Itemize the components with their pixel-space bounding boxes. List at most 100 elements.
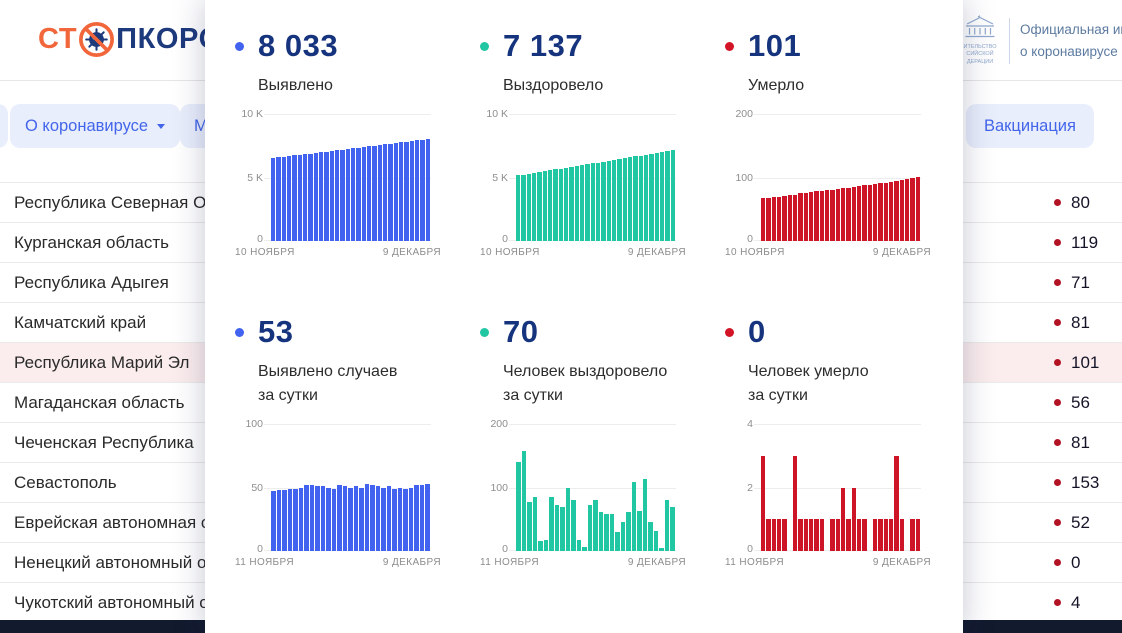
chart-bar[interactable] — [761, 198, 766, 241]
chart-bar[interactable] — [792, 194, 798, 241]
chart-bar[interactable] — [631, 482, 637, 551]
chart-bar[interactable] — [516, 462, 521, 551]
chart-bar[interactable] — [627, 157, 633, 241]
chart-bar[interactable] — [776, 519, 782, 551]
chart-bar[interactable] — [883, 519, 888, 551]
chart-bar[interactable] — [576, 540, 582, 551]
chart-bar[interactable] — [878, 519, 883, 551]
chart-bar[interactable] — [643, 154, 649, 241]
chart-bar[interactable] — [308, 153, 313, 241]
chart-bar[interactable] — [419, 484, 425, 551]
chart-bar[interactable] — [835, 519, 840, 551]
chart-bar[interactable] — [587, 504, 593, 551]
chart-bar[interactable] — [414, 140, 420, 241]
chart-bar[interactable] — [366, 146, 372, 241]
chart-bar[interactable] — [899, 180, 904, 241]
chart-bar[interactable] — [835, 188, 840, 241]
chart-bar[interactable] — [527, 502, 532, 551]
chart-bar[interactable] — [856, 186, 862, 241]
chart-bar[interactable] — [420, 139, 425, 241]
chart-bar[interactable] — [287, 488, 293, 551]
chart-bar[interactable] — [315, 486, 320, 551]
chart-bar[interactable] — [894, 181, 899, 241]
chart-bar[interactable] — [318, 152, 324, 241]
chart-bar[interactable] — [392, 488, 397, 551]
chart-bar[interactable] — [846, 519, 851, 551]
chart-bar[interactable] — [803, 519, 808, 551]
chart-bar[interactable] — [814, 519, 819, 551]
chart-bar[interactable] — [899, 519, 904, 551]
chart-bar[interactable] — [324, 151, 329, 241]
chart-bar[interactable] — [648, 521, 653, 551]
chart-bar[interactable] — [883, 182, 888, 241]
chart-bar[interactable] — [571, 500, 576, 551]
chart-bar[interactable] — [606, 160, 611, 241]
chart-bar[interactable] — [626, 511, 631, 551]
chart-bar[interactable] — [549, 497, 554, 551]
chart-bar[interactable] — [425, 138, 430, 241]
chart-bar[interactable] — [867, 184, 872, 241]
chart-bar[interactable] — [276, 490, 282, 551]
chart-bar[interactable] — [593, 500, 598, 551]
chart-bar[interactable] — [659, 547, 664, 551]
chart-bar[interactable] — [771, 197, 776, 241]
chart-bar[interactable] — [425, 483, 430, 551]
chart-bar[interactable] — [388, 143, 393, 241]
chart-bar[interactable] — [659, 152, 665, 241]
chart-bar[interactable] — [830, 519, 835, 551]
chart-bar[interactable] — [620, 521, 626, 551]
chart-bar[interactable] — [532, 497, 538, 551]
chart-bar[interactable] — [334, 150, 340, 241]
chart-bar[interactable] — [642, 479, 648, 551]
chart-bar[interactable] — [348, 487, 353, 551]
chart-bar[interactable] — [637, 511, 642, 551]
chart-bar[interactable] — [851, 187, 856, 241]
chart-bar[interactable] — [862, 185, 867, 241]
nav-item-vaccination[interactable]: Вакцинация — [966, 104, 1094, 148]
chart-bar[interactable] — [590, 163, 595, 241]
chart-bar[interactable] — [326, 487, 331, 551]
chart-bar[interactable] — [622, 158, 627, 241]
chart-bar[interactable] — [595, 162, 601, 241]
chart-bar[interactable] — [370, 484, 375, 551]
chart-bar[interactable] — [579, 165, 585, 241]
chart-bar[interactable] — [521, 174, 526, 241]
chart-bar[interactable] — [798, 519, 803, 551]
chart-bar[interactable] — [840, 487, 846, 551]
chart-bar[interactable] — [359, 487, 364, 551]
chart-bar[interactable] — [377, 144, 382, 241]
chart-bar[interactable] — [862, 519, 867, 551]
chart-bar[interactable] — [403, 488, 408, 551]
chart-bar[interactable] — [617, 159, 622, 241]
chart-bar[interactable] — [574, 165, 579, 241]
chart-bar[interactable] — [840, 188, 846, 241]
chart-bar[interactable] — [565, 487, 571, 551]
chart-bar[interactable] — [526, 173, 531, 241]
chart-bar[interactable] — [611, 159, 617, 241]
chart-bar[interactable] — [766, 197, 771, 241]
chart-bar[interactable] — [313, 152, 318, 241]
chart-bar[interactable] — [888, 181, 894, 241]
chart-bar[interactable] — [803, 192, 808, 241]
chart-bar[interactable] — [766, 519, 771, 551]
chart-bar[interactable] — [638, 155, 643, 241]
chart-bar[interactable] — [782, 195, 787, 241]
chart-bar[interactable] — [276, 157, 281, 241]
chart-bar[interactable] — [872, 519, 878, 551]
chart-bar[interactable] — [665, 151, 670, 241]
chart-bar[interactable] — [787, 195, 792, 241]
chart-bar[interactable] — [814, 191, 819, 241]
chart-bar[interactable] — [846, 187, 851, 241]
chart-bar[interactable] — [609, 514, 615, 551]
chart-bar[interactable] — [633, 156, 638, 241]
chart-bar[interactable] — [888, 519, 894, 551]
chart-bar[interactable] — [782, 519, 787, 551]
chart-bar[interactable] — [297, 154, 302, 241]
chart-bar[interactable] — [894, 455, 899, 551]
chart-bar[interactable] — [342, 486, 348, 551]
chart-bar[interactable] — [776, 196, 782, 241]
chart-bar[interactable] — [560, 506, 565, 551]
chart-bar[interactable] — [350, 148, 356, 241]
chart-bar[interactable] — [340, 149, 345, 241]
chart-bar[interactable] — [915, 519, 920, 551]
